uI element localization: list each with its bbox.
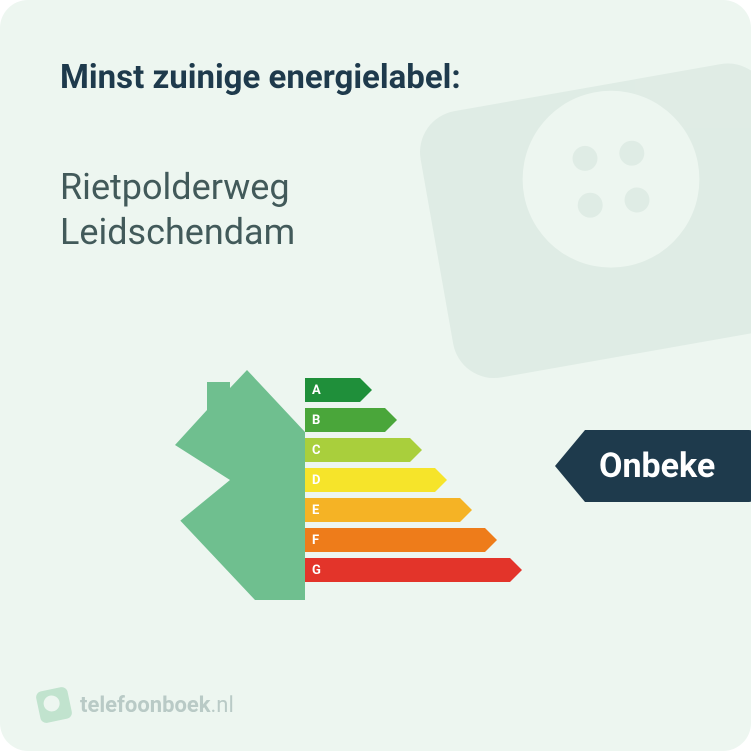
energy-bar-e: E (305, 498, 510, 522)
energy-bar-b: B (305, 408, 510, 432)
chevron-right-icon (360, 378, 372, 402)
energy-bar-body: B (305, 408, 385, 432)
brand-mark-icon (35, 686, 73, 724)
chevron-right-icon (385, 408, 397, 432)
energy-bars: ABCDEFG (305, 378, 510, 588)
card-title: Minst zuinige energielabel: (60, 58, 461, 97)
energy-bar-g: G (305, 558, 510, 582)
energy-bar-body: D (305, 468, 435, 492)
chevron-right-icon (485, 528, 497, 552)
info-card: Minst zuinige energielabel: Rietpolderwe… (0, 0, 751, 751)
badge-arrow-icon (555, 430, 585, 502)
energy-bar-letter: G (312, 563, 321, 578)
chevron-right-icon (510, 558, 522, 582)
energy-bar-c: C (305, 438, 510, 462)
footer-brand: telefoonboek.nl (38, 689, 234, 721)
energy-bar-letter: B (312, 413, 320, 428)
brand-text: telefoonboek.nl (80, 693, 234, 718)
energy-bar-body: C (305, 438, 410, 462)
badge-label: Onbeke (585, 430, 751, 502)
energy-bar-letter: A (312, 383, 321, 398)
brand-tld: .nl (211, 693, 234, 718)
energy-bar-letter: D (312, 473, 320, 488)
chevron-right-icon (410, 438, 422, 462)
energy-bar-body: E (305, 498, 460, 522)
result-badge: Onbeke (555, 430, 751, 502)
energy-label-graphic: ABCDEFG (175, 370, 525, 620)
energy-bar-d: D (305, 468, 510, 492)
location-line-2: Leidschendam (60, 211, 295, 253)
energy-bar-letter: F (312, 533, 319, 548)
location-text: Rietpolderweg Leidschendam (60, 165, 295, 255)
energy-bar-body: F (305, 528, 485, 552)
house-icon (175, 370, 305, 600)
chevron-right-icon (460, 498, 472, 522)
energy-bar-body: G (305, 558, 510, 582)
energy-bar-a: A (305, 378, 510, 402)
chevron-right-icon (435, 468, 447, 492)
energy-bar-letter: C (312, 443, 321, 458)
energy-bar-body: A (305, 378, 360, 402)
energy-bar-letter: E (312, 503, 319, 518)
brand-name-bold: telefoonboek (80, 693, 211, 718)
location-line-1: Rietpolderweg (60, 166, 290, 208)
energy-bar-f: F (305, 528, 510, 552)
